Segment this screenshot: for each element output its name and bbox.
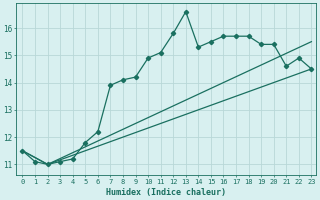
X-axis label: Humidex (Indice chaleur): Humidex (Indice chaleur)	[106, 188, 226, 197]
